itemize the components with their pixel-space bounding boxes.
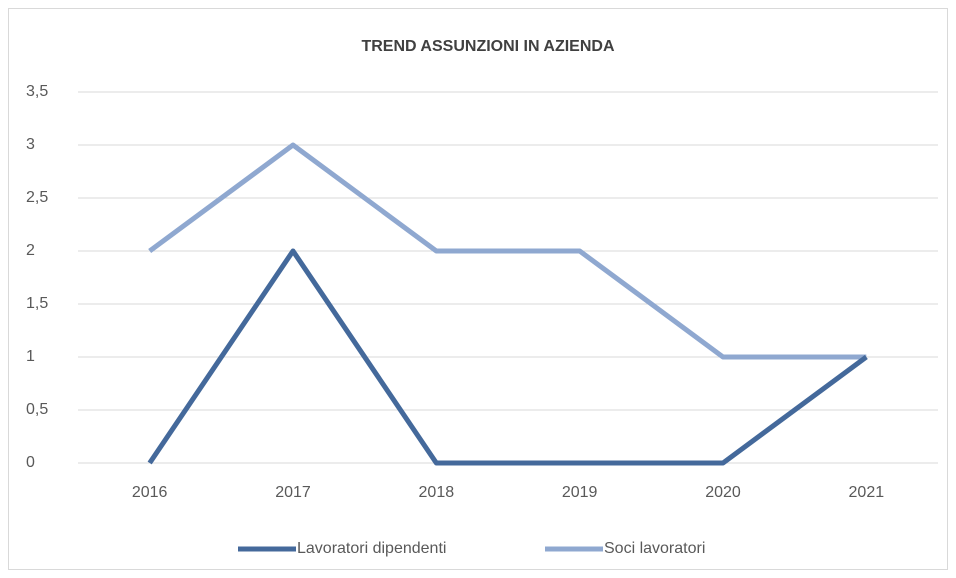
x-tick-label: 2017 <box>275 484 311 501</box>
y-tick-label: 3 <box>26 136 35 153</box>
y-tick-label: 0,5 <box>26 401 48 418</box>
x-tick-label: 2021 <box>849 484 885 501</box>
y-tick-label: 3,5 <box>26 83 48 100</box>
x-tick-label: 2020 <box>705 484 741 501</box>
y-tick-label: 2 <box>26 242 35 259</box>
y-tick-label: 0 <box>26 454 35 471</box>
line-series <box>148 142 867 360</box>
x-tick-label: 2019 <box>562 484 598 501</box>
legend-label: Lavoratori dipendenti <box>297 540 446 557</box>
legend-label: Soci lavoratori <box>604 540 705 557</box>
y-tick-label: 1 <box>26 348 35 365</box>
chart-title: TREND ASSUNZIONI IN AZIENDA <box>361 38 614 55</box>
chart-border <box>8 8 948 570</box>
y-tick-label: 2,5 <box>26 189 48 206</box>
x-tick-label: 2018 <box>419 484 455 501</box>
x-tick-label: 2016 <box>132 484 168 501</box>
line-series <box>147 248 868 466</box>
y-tick-label: 1,5 <box>26 295 48 312</box>
